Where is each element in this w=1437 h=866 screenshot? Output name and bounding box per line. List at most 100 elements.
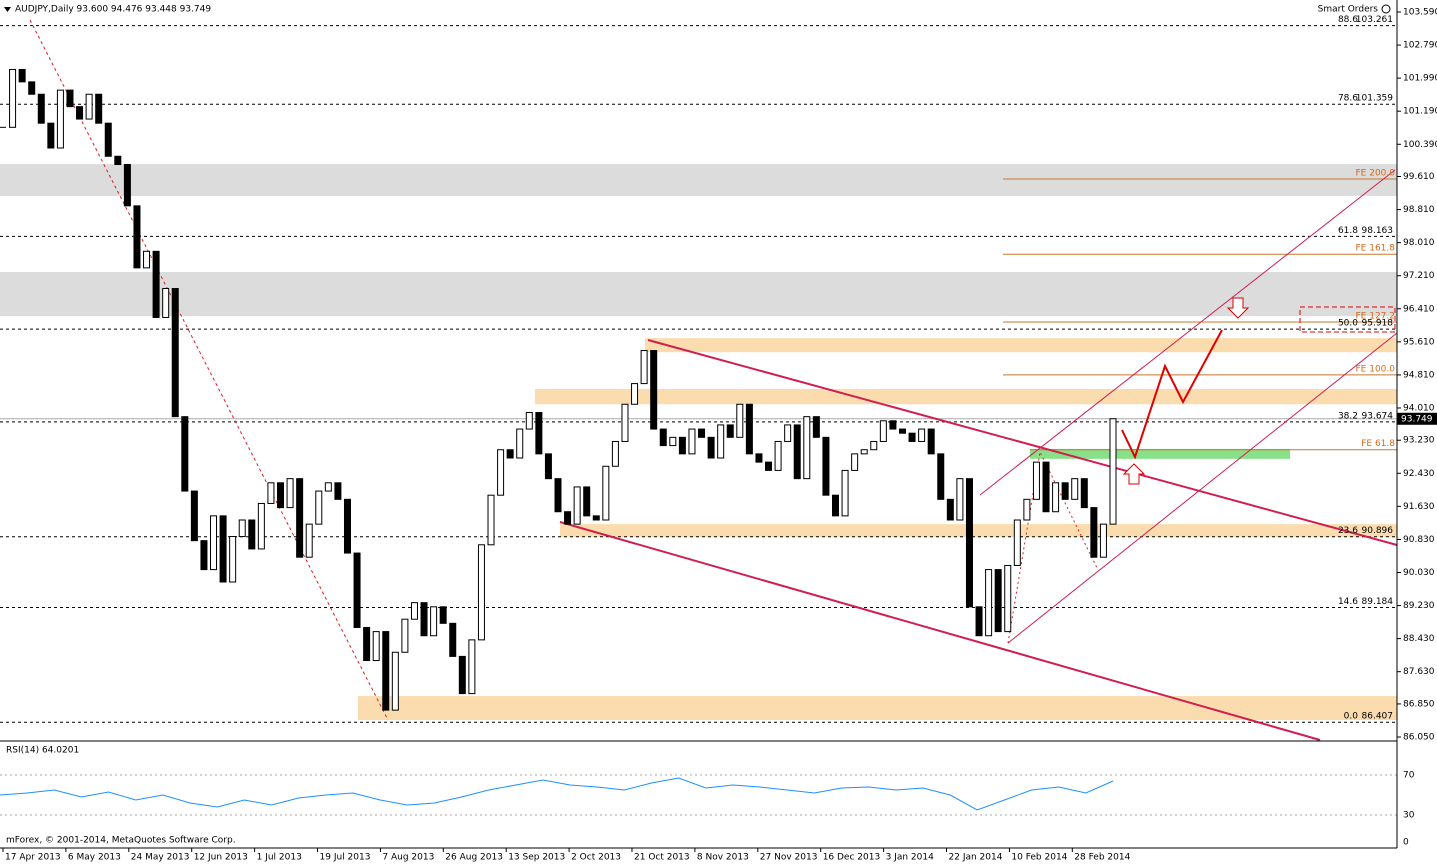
x-tick-label: 6 May 2013 xyxy=(68,853,121,863)
candle xyxy=(879,420,887,442)
candle xyxy=(669,436,677,447)
candle xyxy=(592,515,600,521)
fib-label: 38.2 xyxy=(1338,411,1358,421)
candle xyxy=(927,428,935,455)
candle xyxy=(678,436,686,455)
candle xyxy=(18,68,26,83)
up-arrow xyxy=(1122,463,1146,485)
fib-value: 89.184 xyxy=(1362,597,1394,607)
candle xyxy=(85,93,93,120)
candle xyxy=(1052,482,1060,513)
candle xyxy=(1099,523,1107,558)
zone xyxy=(0,164,1397,196)
current-price-label: 93.749 xyxy=(1401,414,1433,424)
candle xyxy=(803,416,811,480)
candle xyxy=(114,155,122,166)
candle xyxy=(171,288,179,418)
fib-label: 50.0 xyxy=(1338,319,1358,329)
candle xyxy=(353,552,361,628)
y-tick-label: 98.810 xyxy=(1403,205,1435,215)
projection-arrow xyxy=(1121,329,1223,460)
candle xyxy=(257,502,265,550)
candle xyxy=(9,68,17,128)
candle xyxy=(229,536,237,583)
candle xyxy=(200,540,208,571)
zone xyxy=(535,388,1397,405)
x-tick-label: 21 Oct 2013 xyxy=(634,853,690,863)
candle xyxy=(104,122,112,157)
candle xyxy=(1013,519,1021,566)
candle xyxy=(506,449,514,459)
down-arrow xyxy=(1226,297,1250,319)
candle xyxy=(468,639,476,695)
zone xyxy=(358,696,1397,721)
y-tick-label: 94.810 xyxy=(1403,370,1435,380)
candle xyxy=(324,482,332,492)
candle xyxy=(420,602,428,637)
fib-value: 98.163 xyxy=(1362,226,1394,236)
candle xyxy=(602,465,610,521)
y-tick-label: 87.630 xyxy=(1403,667,1435,677)
x-tick-label: 1 Jul 2013 xyxy=(257,853,302,863)
chart-title: AUDJPY,Daily 93.600 94.476 93.448 93.749 xyxy=(15,5,211,15)
candle xyxy=(219,515,227,583)
candle xyxy=(525,412,533,430)
candle xyxy=(123,164,131,207)
candle xyxy=(1080,478,1088,509)
candle xyxy=(343,498,351,554)
candle xyxy=(946,498,954,521)
fib-value: 103.261 xyxy=(1356,15,1393,25)
fe-label: FE 100.0 xyxy=(1356,364,1396,374)
y-tick-label: 94.010 xyxy=(1403,403,1435,413)
candle xyxy=(841,469,849,517)
candle xyxy=(248,519,256,550)
candle xyxy=(382,631,390,711)
candle xyxy=(133,205,141,269)
y-tick-label: 96.410 xyxy=(1403,304,1435,314)
candle xyxy=(774,440,782,471)
current-price-box xyxy=(1397,412,1437,425)
candle xyxy=(430,606,438,637)
candle xyxy=(95,93,103,124)
candle xyxy=(37,93,45,124)
candle xyxy=(391,651,399,711)
fe-path xyxy=(1007,450,1099,644)
candle xyxy=(832,494,839,517)
candle xyxy=(707,436,715,459)
fe-label: FE 200.0 xyxy=(1356,168,1396,178)
x-tick-label: 12 Jun 2013 xyxy=(194,853,248,863)
channel-line xyxy=(647,339,1398,546)
candle xyxy=(66,89,74,108)
y-tick-label: 89.230 xyxy=(1403,601,1435,611)
candle xyxy=(860,449,868,455)
candle xyxy=(698,428,706,438)
candle xyxy=(736,403,744,438)
x-tick-label: 26 Aug 2013 xyxy=(445,853,503,863)
drawings xyxy=(29,19,1398,741)
candle xyxy=(965,478,973,608)
fib-label: 61.8 xyxy=(1338,226,1358,236)
candle xyxy=(650,350,658,430)
zone xyxy=(1030,448,1290,459)
candle xyxy=(640,350,648,385)
candle xyxy=(401,618,409,653)
candle xyxy=(975,606,983,637)
candle xyxy=(296,478,304,558)
x-tick-label: 13 Sep 2013 xyxy=(508,853,565,863)
candle xyxy=(267,482,275,504)
y-tick-label: 93.230 xyxy=(1403,436,1435,446)
candle xyxy=(1023,498,1031,521)
y-tick-label: 86.050 xyxy=(1403,733,1435,743)
y-tick-label: 98.010 xyxy=(1403,238,1435,248)
fe-label: FE 161.8 xyxy=(1356,244,1396,254)
rsi-title: RSI(14) 64.0201 xyxy=(6,746,79,756)
candle xyxy=(784,424,792,442)
candle xyxy=(449,622,457,657)
zone xyxy=(0,271,1397,317)
candle xyxy=(1042,461,1050,513)
candle xyxy=(688,428,696,455)
y-tick-label: 95.610 xyxy=(1403,337,1435,347)
x-tick-label: 16 Dec 2013 xyxy=(823,853,881,863)
candle xyxy=(277,482,284,509)
y-tick-label: 88.430 xyxy=(1403,634,1435,644)
